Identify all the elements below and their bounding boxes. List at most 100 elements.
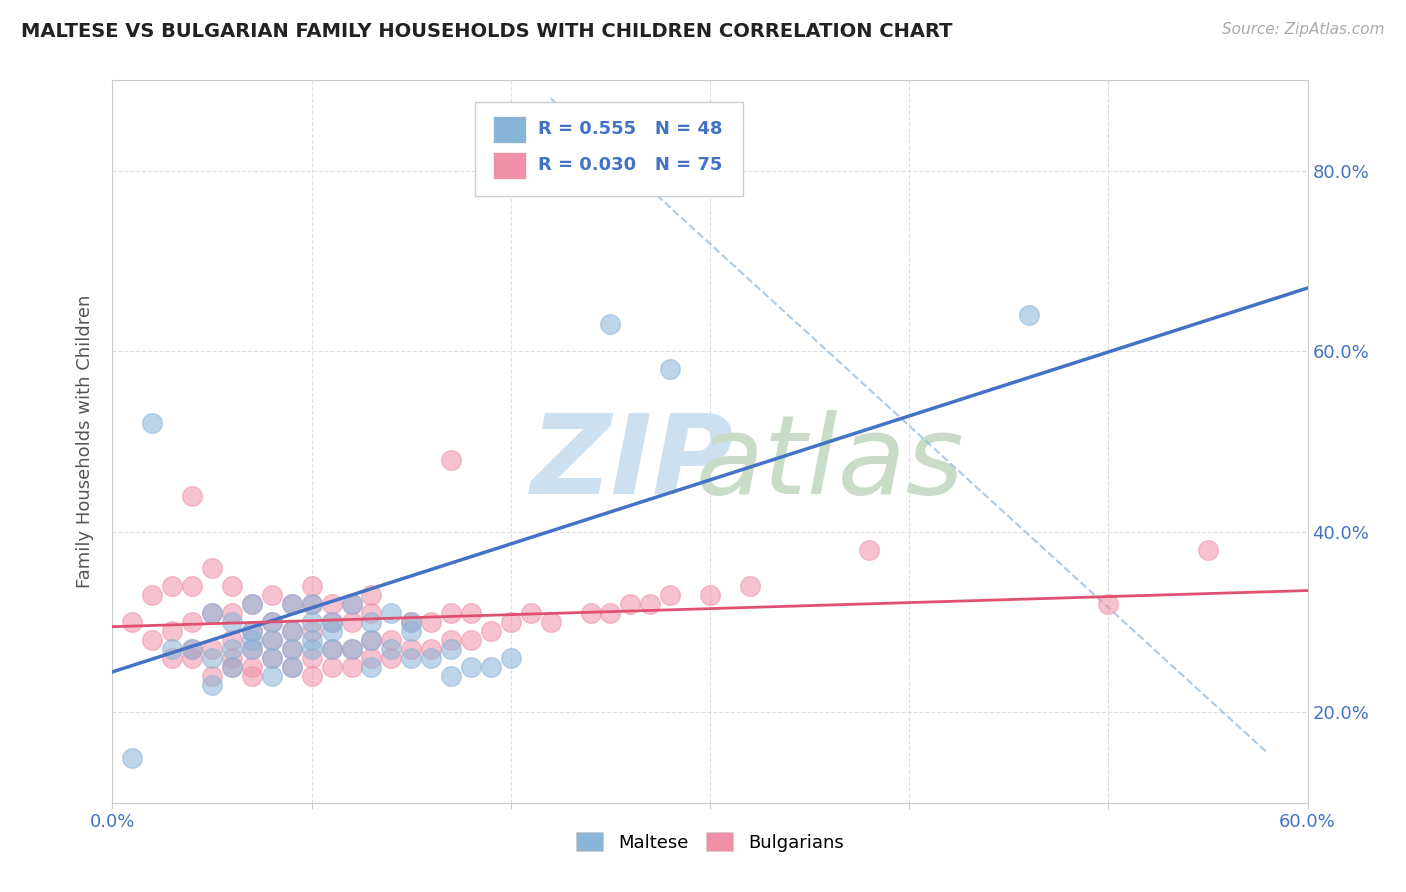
Point bbox=[201, 669, 224, 683]
Point bbox=[281, 624, 304, 639]
Point bbox=[260, 615, 283, 630]
Point bbox=[260, 651, 283, 665]
Point bbox=[181, 615, 204, 630]
Text: Source: ZipAtlas.com: Source: ZipAtlas.com bbox=[1222, 22, 1385, 37]
Point bbox=[301, 669, 323, 683]
Point bbox=[260, 633, 283, 648]
Text: R = 0.555   N = 48: R = 0.555 N = 48 bbox=[538, 120, 723, 137]
Point bbox=[301, 642, 323, 657]
Point bbox=[281, 642, 304, 657]
Point bbox=[240, 624, 263, 639]
Point bbox=[221, 660, 243, 674]
Point bbox=[460, 633, 482, 648]
Point bbox=[479, 624, 502, 639]
Point bbox=[440, 669, 463, 683]
Point bbox=[221, 660, 243, 674]
Point bbox=[360, 651, 382, 665]
Point bbox=[240, 660, 263, 674]
Point bbox=[181, 642, 204, 657]
Point bbox=[301, 651, 323, 665]
Point bbox=[260, 633, 283, 648]
Point bbox=[321, 615, 343, 630]
Point bbox=[360, 660, 382, 674]
Point bbox=[321, 624, 343, 639]
Point bbox=[141, 417, 163, 431]
Point bbox=[360, 615, 382, 630]
Point bbox=[240, 597, 263, 611]
Point bbox=[321, 642, 343, 657]
Point bbox=[162, 579, 183, 593]
Point bbox=[401, 615, 423, 630]
Point bbox=[240, 642, 263, 657]
Point bbox=[240, 624, 263, 639]
Point bbox=[301, 624, 323, 639]
Point bbox=[321, 642, 343, 657]
Point bbox=[420, 642, 443, 657]
Point bbox=[321, 660, 343, 674]
Point bbox=[260, 669, 283, 683]
Point bbox=[181, 642, 204, 657]
Point bbox=[340, 660, 363, 674]
Y-axis label: Family Households with Children: Family Households with Children bbox=[76, 295, 94, 588]
Point bbox=[1018, 308, 1040, 322]
Point bbox=[301, 597, 323, 611]
Point bbox=[221, 642, 243, 657]
Legend: Maltese, Bulgarians: Maltese, Bulgarians bbox=[569, 825, 851, 859]
Point bbox=[420, 651, 443, 665]
Text: ZIP: ZIP bbox=[530, 409, 734, 516]
Point bbox=[181, 651, 204, 665]
Point bbox=[401, 624, 423, 639]
Text: MALTESE VS BULGARIAN FAMILY HOUSEHOLDS WITH CHILDREN CORRELATION CHART: MALTESE VS BULGARIAN FAMILY HOUSEHOLDS W… bbox=[21, 22, 953, 41]
Point bbox=[181, 489, 204, 503]
Point bbox=[201, 651, 224, 665]
Point bbox=[599, 317, 621, 331]
Point bbox=[360, 633, 382, 648]
Point bbox=[240, 597, 263, 611]
Point bbox=[281, 624, 304, 639]
Point bbox=[640, 597, 662, 611]
Point bbox=[340, 642, 363, 657]
Point bbox=[380, 651, 402, 665]
Point bbox=[201, 606, 224, 620]
Point bbox=[738, 579, 761, 593]
Point bbox=[141, 588, 163, 602]
Point bbox=[162, 624, 183, 639]
Point bbox=[221, 606, 243, 620]
Point bbox=[380, 606, 402, 620]
Point bbox=[201, 561, 224, 575]
Text: R = 0.030   N = 75: R = 0.030 N = 75 bbox=[538, 156, 723, 174]
Point bbox=[260, 615, 283, 630]
Point bbox=[281, 597, 304, 611]
Point bbox=[301, 597, 323, 611]
Point bbox=[281, 660, 304, 674]
Point bbox=[121, 615, 143, 630]
Point bbox=[340, 642, 363, 657]
Point bbox=[1097, 597, 1119, 611]
Point bbox=[321, 615, 343, 630]
Point bbox=[520, 606, 543, 620]
FancyBboxPatch shape bbox=[492, 116, 526, 143]
Point bbox=[301, 633, 323, 648]
Point bbox=[479, 660, 502, 674]
Point bbox=[360, 588, 382, 602]
Point bbox=[499, 615, 522, 630]
Point bbox=[599, 606, 621, 620]
Point bbox=[260, 588, 283, 602]
Point bbox=[162, 642, 183, 657]
Point bbox=[340, 597, 363, 611]
Point bbox=[579, 606, 602, 620]
Point bbox=[440, 606, 463, 620]
Point bbox=[121, 750, 143, 764]
Point bbox=[221, 633, 243, 648]
Point bbox=[201, 642, 224, 657]
Point bbox=[221, 615, 243, 630]
Point bbox=[619, 597, 641, 611]
Point bbox=[858, 542, 880, 557]
Point bbox=[659, 588, 682, 602]
Point bbox=[162, 651, 183, 665]
Point bbox=[360, 606, 382, 620]
Point bbox=[440, 633, 463, 648]
Point bbox=[440, 452, 463, 467]
Point bbox=[440, 642, 463, 657]
Point bbox=[201, 678, 224, 692]
